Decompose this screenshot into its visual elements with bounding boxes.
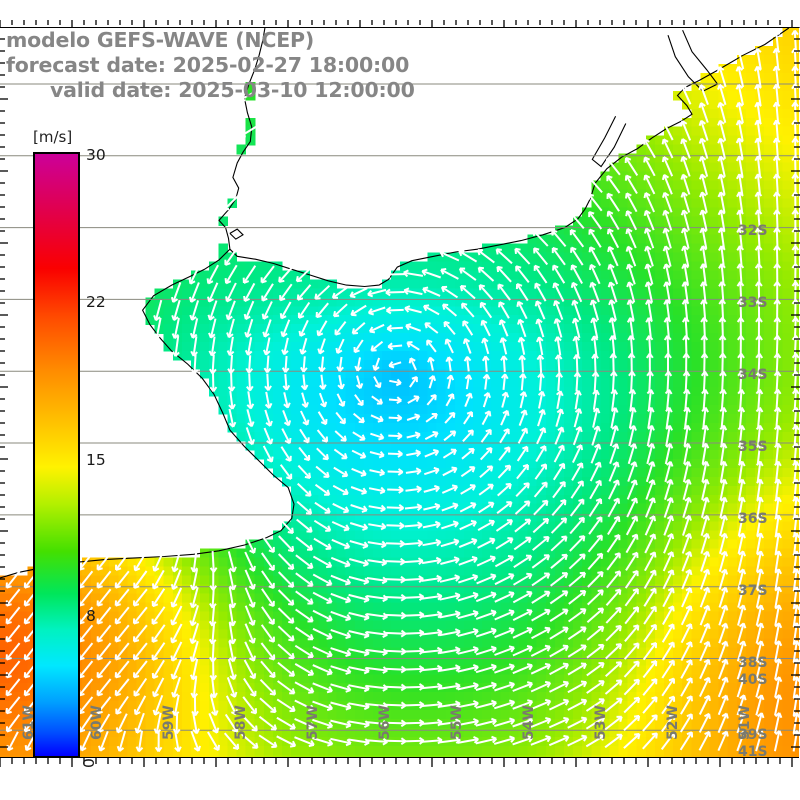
colorbar-tick-8: 8: [86, 607, 96, 625]
top-tick-ruler: [0, 20, 800, 28]
map-canvas: [0, 28, 799, 757]
colorbar-gradient: [33, 152, 80, 758]
colorbar-tick-0: 0: [80, 758, 98, 768]
coastline: [0, 28, 790, 579]
map-panel[interactable]: 32S 33S 34S 35S 36S 37S 38S 39S: [0, 27, 799, 758]
colorbar-tick-15: 15: [86, 451, 106, 469]
colorbar-tick-30: 30: [86, 146, 106, 164]
colorbar-unit-label: [m/s]: [33, 128, 73, 146]
colorbar-tick-22: 22: [86, 293, 106, 311]
wind-direction-arrows: [5, 29, 799, 753]
right-tick-ruler: [791, 27, 800, 758]
left-tick-ruler: [0, 27, 8, 758]
bottom-tick-ruler: [0, 758, 800, 767]
